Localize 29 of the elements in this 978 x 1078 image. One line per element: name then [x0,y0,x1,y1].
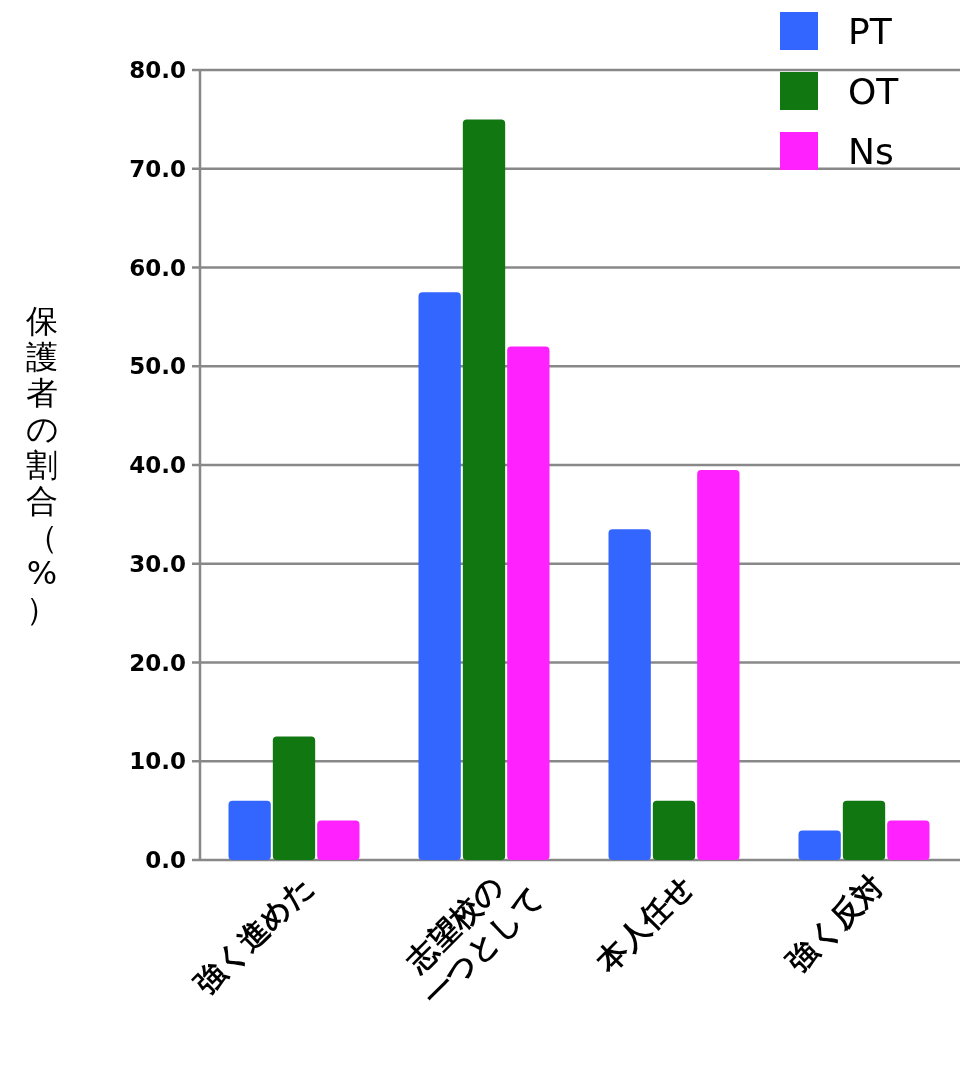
bar [842,800,886,860]
y-tick-label: 70.0 [129,155,186,182]
bar [272,736,316,860]
y-tick-label: 30.0 [129,550,186,577]
bar [798,830,841,860]
y-tick-label: 20.0 [129,649,186,676]
bar [418,292,461,860]
bar [608,529,651,860]
y-tick-label: 50.0 [129,353,186,380]
bar [317,820,360,860]
legend-label: OT [848,71,900,112]
x-tick-label: 志望校の一つとして [398,868,550,1014]
text: 保護者の割合（%） [25,302,59,628]
y-tick-label: 40.0 [129,452,186,478]
bar [697,469,740,860]
bar [652,800,696,860]
y-tick-label: 10.0 [129,748,186,775]
x-tick-label: 強く反対 [779,868,890,979]
y-tick-label: 60.0 [129,254,186,281]
bar [228,800,271,860]
bar [507,346,550,860]
bar [462,119,506,860]
legend-label: Ns [848,131,894,172]
legend-label: PT [848,11,893,52]
x-tick-label: 本人任せ [588,868,700,980]
bar [887,820,930,860]
y-tick-label: 80.0 [129,57,186,83]
y-tick-label: 0.0 [145,847,186,873]
x-tick-label: 強く進めた [187,868,320,1002]
